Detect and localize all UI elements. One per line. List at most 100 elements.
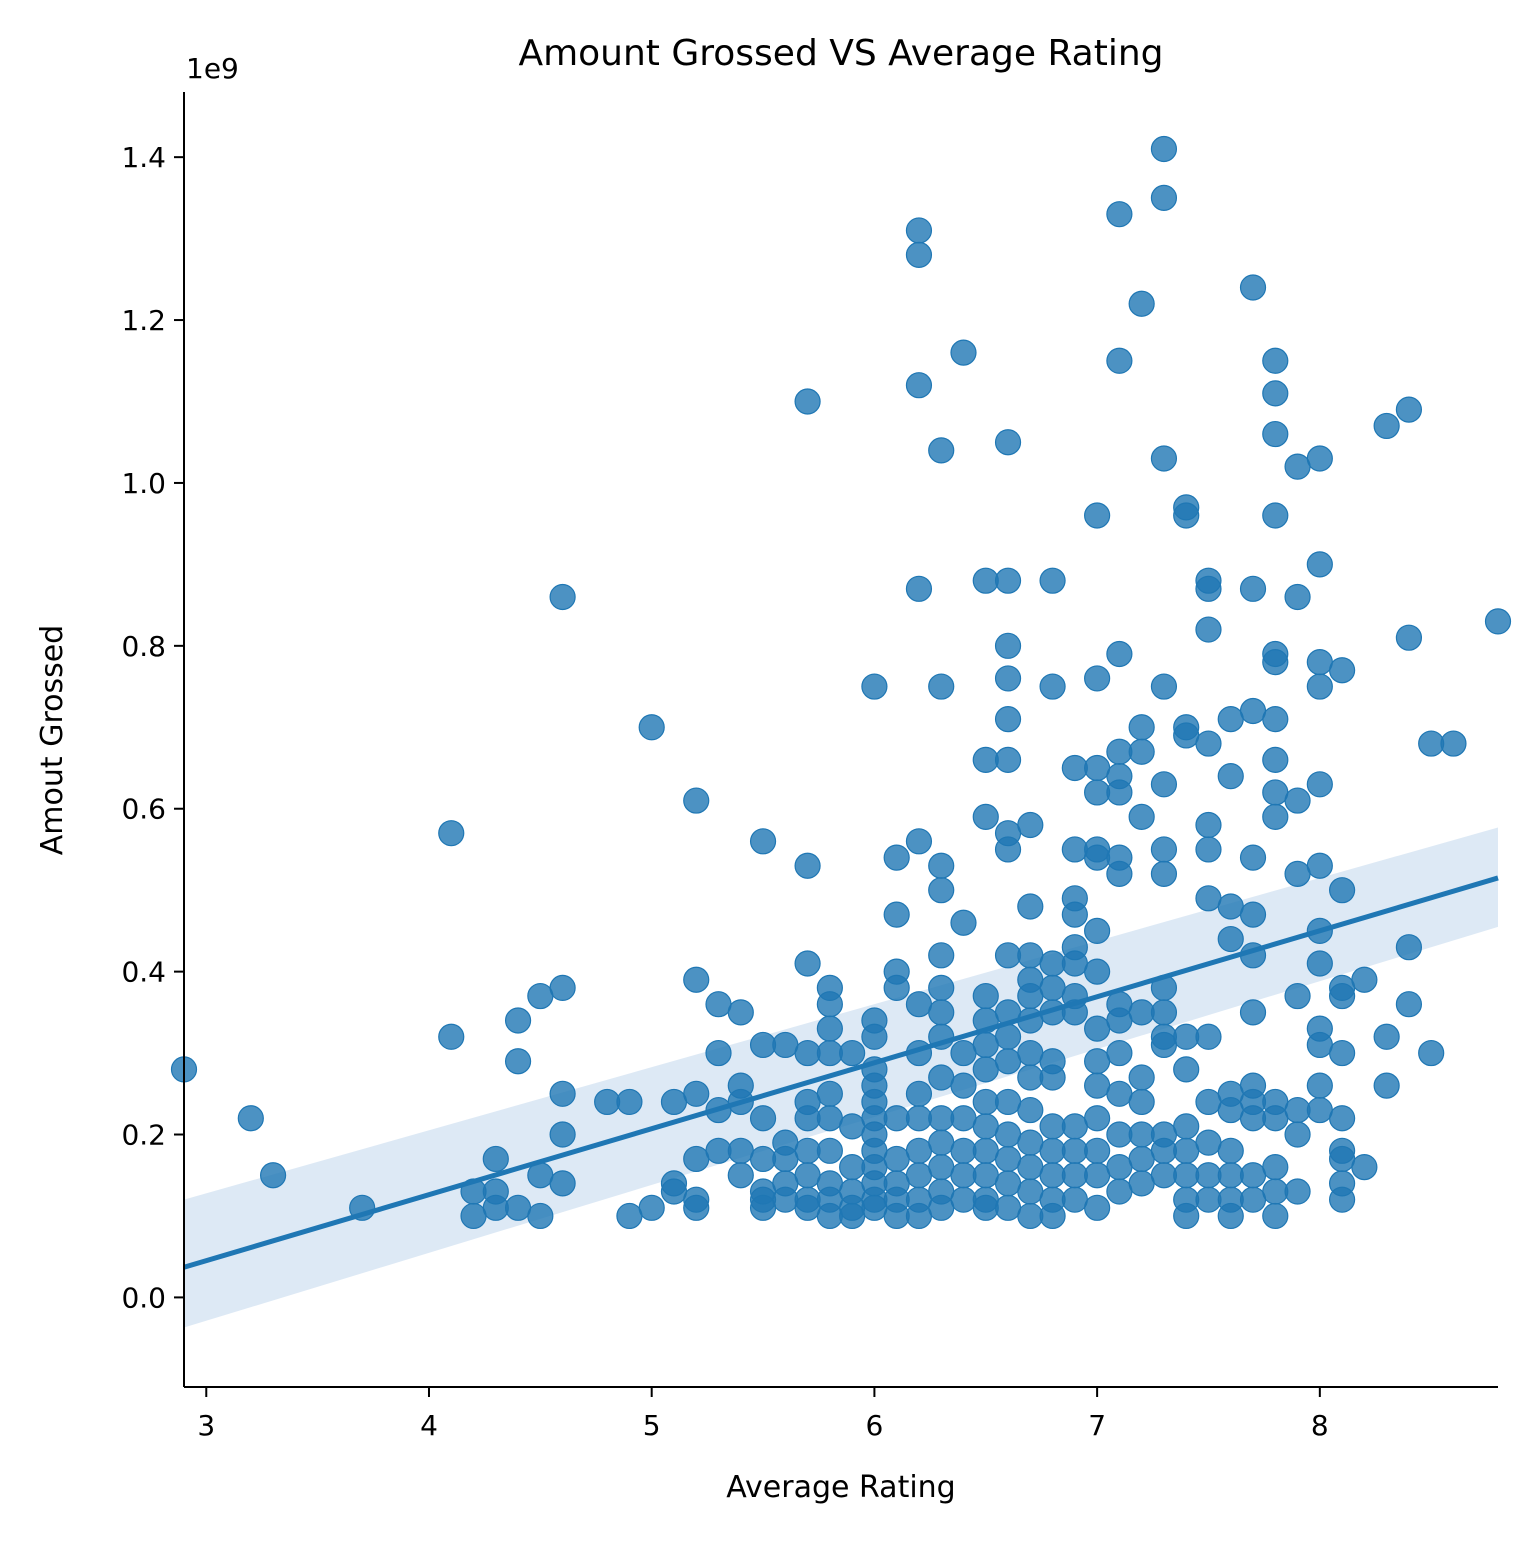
data-point	[794, 1162, 821, 1189]
data-point	[861, 1194, 888, 1221]
data-point	[1084, 502, 1111, 529]
data-point	[1106, 1153, 1133, 1181]
data-point	[883, 901, 910, 928]
data-point	[794, 1194, 821, 1221]
data-point	[972, 1194, 999, 1221]
data-point	[1329, 1145, 1356, 1173]
data-point	[749, 1145, 777, 1173]
data-point	[1262, 1153, 1289, 1181]
data-point	[1150, 135, 1178, 163]
data-point	[1239, 697, 1267, 725]
data-point	[994, 1194, 1022, 1221]
data-point	[1484, 608, 1512, 635]
data-point	[749, 1105, 777, 1132]
data-point	[839, 1113, 866, 1140]
data-point	[1061, 1162, 1088, 1189]
data-point	[972, 1137, 999, 1164]
data-point	[994, 706, 1022, 733]
data-point	[1106, 738, 1133, 765]
data-point	[994, 665, 1022, 692]
data-point	[1195, 885, 1222, 912]
data-point	[905, 575, 933, 602]
data-point	[1306, 551, 1333, 578]
data-point	[1106, 201, 1133, 228]
data-point	[705, 991, 732, 1018]
data-point	[1173, 722, 1200, 749]
data-point	[1284, 453, 1311, 480]
data-point	[994, 1170, 1022, 1197]
data-point	[594, 1088, 621, 1116]
data-point	[1217, 925, 1244, 953]
data-point	[905, 372, 933, 399]
data-point	[549, 583, 576, 611]
data-point	[794, 388, 821, 415]
data-point	[1017, 1153, 1044, 1181]
x-tick-label: 7	[1088, 1409, 1106, 1442]
data-point	[794, 1105, 821, 1132]
data-point	[1329, 1105, 1356, 1132]
data-point	[972, 1056, 999, 1083]
data-point	[1329, 1039, 1356, 1067]
data-point	[1306, 771, 1333, 798]
data-point	[1017, 1202, 1044, 1230]
data-point	[1262, 746, 1289, 773]
data-point	[1106, 1121, 1133, 1148]
data-point	[905, 1080, 933, 1107]
data-point	[905, 828, 933, 855]
data-point	[1329, 877, 1356, 904]
data-point	[972, 1113, 999, 1140]
data-point	[772, 1031, 799, 1059]
confidence-band	[184, 827, 1498, 1328]
data-point	[994, 632, 1022, 659]
data-point	[950, 1105, 977, 1132]
y-offset-text: 1e9	[186, 52, 239, 85]
data-point	[1128, 999, 1155, 1026]
data-point	[1239, 274, 1267, 301]
data-point	[1306, 1072, 1333, 1099]
data-point	[839, 1039, 866, 1067]
data-point	[861, 1023, 888, 1050]
data-point	[994, 746, 1022, 773]
data-point	[905, 1105, 933, 1132]
data-point	[259, 1162, 287, 1189]
data-point	[460, 1202, 487, 1230]
data-point	[438, 820, 465, 847]
data-point	[1195, 811, 1222, 839]
data-point	[1084, 917, 1111, 944]
data-point	[928, 1105, 955, 1132]
x-tick-label: 8	[1311, 1409, 1329, 1442]
data-point	[928, 877, 955, 904]
data-point	[1039, 673, 1066, 700]
data-point	[772, 1145, 799, 1173]
data-point	[1017, 982, 1044, 1010]
chart-title: Amount Grossed VS Average Rating	[518, 33, 1163, 74]
data-point	[482, 1145, 509, 1173]
data-point	[1017, 1096, 1044, 1124]
y-tick-label: 1.4	[121, 141, 166, 174]
data-point	[1173, 1202, 1200, 1230]
data-point	[1084, 779, 1111, 806]
data-point	[1061, 1113, 1088, 1140]
data-point	[794, 1039, 821, 1067]
data-point	[527, 982, 554, 1010]
data-point	[1217, 706, 1244, 733]
data-point	[883, 1145, 910, 1173]
data-point	[1262, 1202, 1289, 1230]
y-tick-label: 0.6	[121, 793, 166, 826]
data-point	[794, 1137, 821, 1164]
data-point	[1195, 575, 1222, 602]
data-point	[1329, 657, 1356, 684]
data-point	[1195, 1088, 1222, 1116]
data-point	[772, 1186, 799, 1213]
data-point	[683, 787, 710, 814]
data-point	[1128, 714, 1155, 741]
data-point	[1150, 860, 1178, 887]
data-point	[1106, 1080, 1133, 1107]
plot-area	[170, 135, 1512, 1328]
data-point	[1351, 1153, 1378, 1181]
data-point	[994, 429, 1022, 456]
data-point	[504, 1007, 532, 1034]
data-point	[1128, 1121, 1155, 1148]
data-point	[1061, 1186, 1088, 1213]
